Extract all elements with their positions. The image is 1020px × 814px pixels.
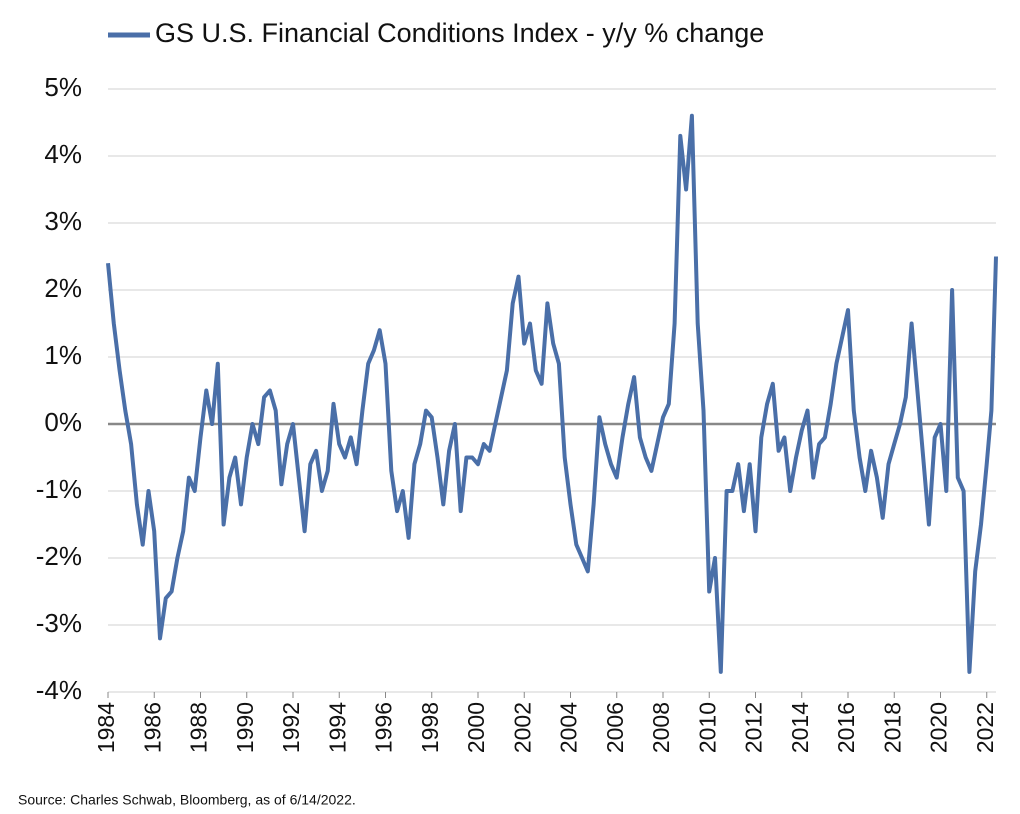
y-tick-label: 5%: [44, 72, 82, 102]
x-tick-label: 2016: [833, 702, 859, 753]
x-tick-label: 1986: [139, 702, 165, 753]
x-tick-label: 2022: [972, 702, 998, 753]
x-tick-label: 2010: [694, 702, 720, 753]
x-tick-label: 1990: [232, 702, 258, 753]
x-tick-label: 2018: [879, 702, 905, 753]
x-tick-label: 1988: [186, 702, 212, 753]
y-tick-label: 0%: [44, 407, 82, 437]
y-tick-label: 1%: [44, 340, 82, 370]
x-tick-label: 2008: [648, 702, 674, 753]
y-tick-label: 4%: [44, 139, 82, 169]
x-tick-label: 1994: [324, 702, 350, 753]
source-note: Source: Charles Schwab, Bloomberg, as of…: [18, 792, 356, 808]
x-tick-label: 1998: [417, 702, 443, 753]
y-tick-label: -3%: [36, 608, 82, 638]
x-tick-label: 2012: [741, 702, 767, 753]
legend-label: GS U.S. Financial Conditions Index - y/y…: [155, 18, 764, 48]
x-tick-label: 2002: [509, 702, 535, 753]
x-tick-label: 1996: [371, 702, 397, 753]
series-line: [106, 113, 998, 674]
y-tick-label: -1%: [36, 474, 82, 504]
x-tick-label: 2004: [556, 702, 582, 753]
x-tick-label: 1992: [278, 702, 304, 753]
x-tick-label: 1984: [93, 702, 119, 753]
x-tick-label: 2006: [602, 702, 628, 753]
y-tick-label: 2%: [44, 273, 82, 303]
y-tick-label: 3%: [44, 206, 82, 236]
x-tick-label: 2000: [463, 702, 489, 753]
y-tick-label: -2%: [36, 541, 82, 571]
x-tick-label: 2020: [926, 702, 952, 753]
y-tick-label: -4%: [36, 675, 82, 705]
x-tick-label: 2014: [787, 702, 813, 753]
